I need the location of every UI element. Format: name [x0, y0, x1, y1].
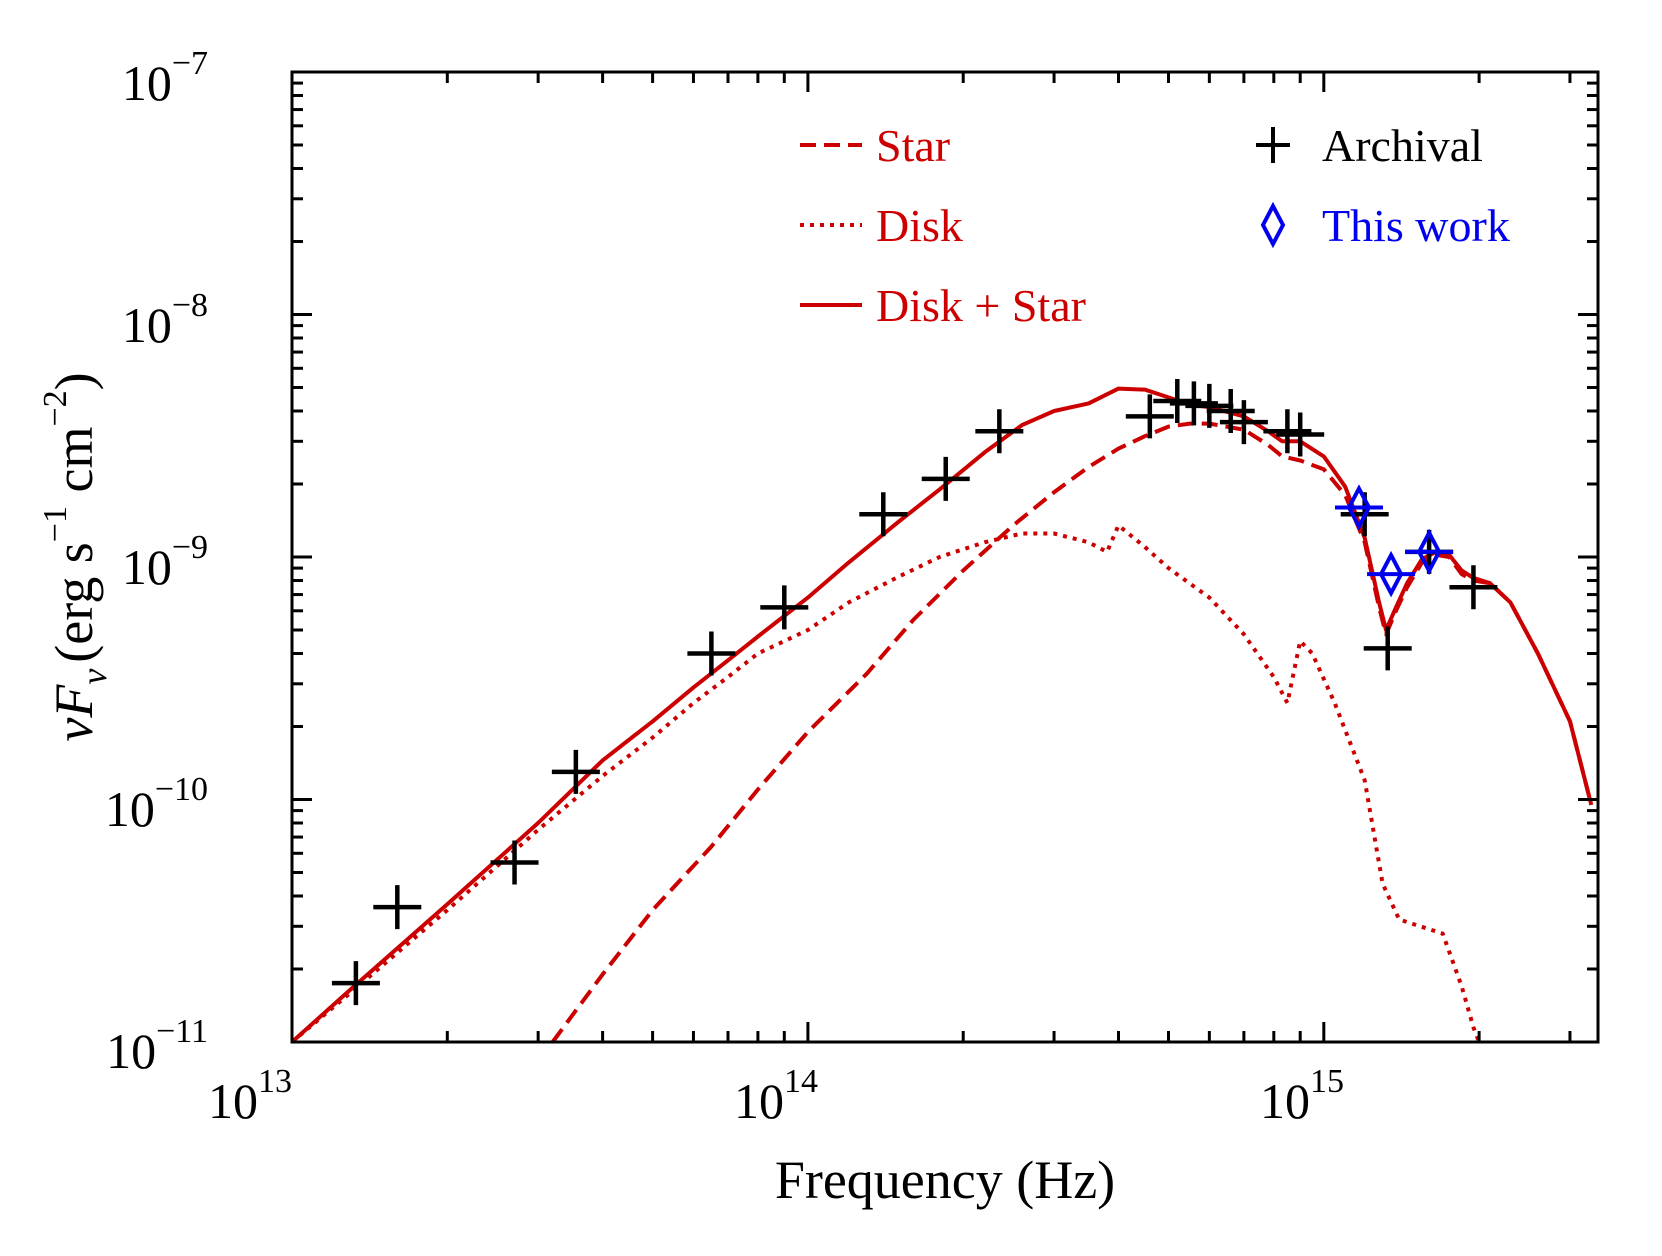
archival-point: [1219, 400, 1268, 445]
archival-point: [490, 840, 539, 885]
diamond-marker-icon: [1260, 201, 1286, 249]
y-tick-label-1e-8: 10−8: [122, 287, 208, 353]
svg-text:Archival: Archival: [1322, 120, 1483, 171]
archival-point: [1125, 394, 1174, 439]
axis-ticks: [290, 70, 1598, 1044]
archival-point: [1363, 626, 1412, 671]
svg-text:Star: Star: [876, 120, 950, 171]
archival-point: [551, 749, 600, 794]
archival-point: [921, 456, 970, 501]
x-tick-label-1e15: 1015: [1260, 1063, 1344, 1129]
y-tick-label-1e-9: 10−9: [122, 529, 208, 595]
series-star-line: [550, 421, 1594, 1044]
y-axis-title: νFν(erg s−1 cm−2): [37, 372, 114, 741]
this-work-point: [1334, 484, 1383, 531]
archival-point: [1449, 565, 1498, 610]
legend-entry-this-work: This work: [1260, 200, 1510, 251]
y-tick-label-1e-11: 10−11: [106, 1013, 208, 1079]
data-markers: [331, 378, 1498, 1006]
archival-point: [1276, 412, 1325, 457]
archival-point: [1263, 409, 1312, 454]
this-work-point: [1405, 528, 1454, 576]
model-curves: [290, 386, 1594, 1044]
y-tick-label-1e-10: 10−10: [105, 771, 208, 837]
legend-entry-star: Star: [800, 120, 950, 171]
archival-point: [687, 631, 736, 676]
legend-entry-disk: Disk: [800, 200, 963, 251]
x-tick-label-1e13: 1013: [208, 1063, 292, 1129]
archival-point: [1185, 383, 1234, 428]
archival-marker-icon: [1256, 127, 1290, 163]
series-disk-star-line: [290, 386, 1594, 1044]
y-tick-label-1e-7: 10−7: [122, 45, 208, 111]
legend-entry-disk-plus-star: Disk + Star: [800, 280, 1086, 331]
legend-entry-archival: Archival: [1256, 120, 1483, 171]
legend: Star Disk Disk + Star Archival This work: [800, 120, 1510, 331]
x-axis-title: Frequency (Hz): [775, 1150, 1115, 1210]
svg-text:Disk + Star: Disk + Star: [876, 280, 1086, 331]
x-tick-label-1e14: 1014: [734, 1063, 818, 1129]
svg-text:This work: This work: [1322, 200, 1510, 251]
archival-point: [975, 409, 1024, 454]
archival-point: [859, 492, 908, 537]
archival-point: [760, 585, 809, 630]
archival-point: [1206, 389, 1255, 434]
archival-point: [373, 885, 422, 930]
series-disk-line: [290, 523, 1481, 1044]
this-work-point: [1367, 550, 1416, 598]
svg-text:Disk: Disk: [876, 200, 963, 251]
archival-point: [331, 961, 380, 1006]
